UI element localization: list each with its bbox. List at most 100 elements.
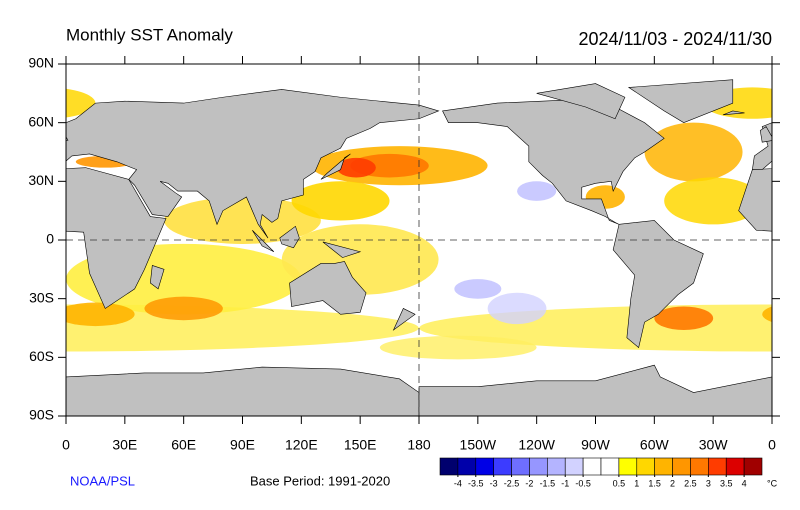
colorbar-swatch [564, 457, 584, 476]
landmass [627, 79, 734, 124]
landmass [279, 225, 300, 249]
x-tick-label: 0 [768, 437, 776, 453]
landmass [392, 308, 416, 331]
base-period: Base Period: 1991-2020 [250, 473, 390, 488]
anomaly-patch [664, 177, 763, 225]
colorbar-swatch [582, 457, 602, 476]
landmass [66, 89, 440, 239]
colorbar-swatch [547, 457, 566, 476]
landmass [442, 98, 665, 225]
anomaly-patch [772, 244, 800, 315]
colorbar-unit: °C [767, 478, 778, 488]
colorbar-label: -3.5 [468, 478, 484, 488]
colorbar-swatch [439, 457, 459, 476]
x-tick-label: 180 [407, 437, 431, 453]
anomaly-patch [0, 306, 7, 330]
colorbar-label: -1.5 [540, 478, 556, 488]
colorbar-swatch [493, 457, 512, 476]
y-tick-label: 90S [29, 407, 54, 423]
anomaly-patch [66, 302, 135, 327]
x-tick-label: 30W [699, 437, 729, 453]
colorbar-swatch [457, 457, 477, 476]
colorbar-label: -0.5 [575, 478, 591, 488]
colorbar-label: 1.5 [648, 478, 661, 488]
anomaly-patch [336, 157, 376, 178]
landmass [612, 220, 704, 349]
colorbar-swatch [636, 457, 655, 476]
anomaly-patch [644, 122, 743, 182]
anomaly-patch [291, 181, 390, 221]
y-tick-label: 90N [28, 55, 54, 71]
anomaly-patch [144, 296, 223, 321]
plot-frame [65, 63, 773, 417]
landmass [0, 80, 27, 123]
landmass [738, 168, 772, 232]
anomaly-patch [782, 156, 800, 168]
colorbar-label: -2 [525, 478, 533, 488]
anomaly-patch [762, 306, 772, 323]
anomaly-field [0, 87, 800, 360]
x-tick-label: 90W [581, 437, 611, 453]
colorbar-label: -1 [561, 478, 569, 488]
landmass [418, 364, 772, 416]
y-tick-label: 30S [29, 289, 54, 305]
landmass [66, 366, 420, 416]
landmass [289, 261, 367, 315]
x-tick-label: 120W [518, 437, 555, 453]
y-tick-label: 60S [29, 348, 54, 364]
anomaly-patch [517, 181, 557, 201]
colorbar: -4 -3.5 -3 -2.5 -2 -1.5 -1 -0.5 0.5 1 1.5 2 2.5 3 3.5 4… [439, 457, 778, 488]
colorbar-label: 4 [742, 478, 747, 488]
x-tick-label: 60W [640, 437, 670, 453]
colorbar-label: 3 [706, 478, 711, 488]
anomaly-patch [379, 335, 537, 360]
colorbar-swatch [672, 457, 691, 476]
colorbar-label: -2.5 [504, 478, 520, 488]
y-tick-label: 30N [28, 172, 54, 188]
colorbar-label: -4 [454, 478, 462, 488]
colorbar-label: 1 [634, 478, 639, 488]
anomaly-patch [66, 304, 419, 352]
land [0, 79, 772, 416]
x-tick-label: 0 [62, 437, 70, 453]
x-tick-label: 60E [171, 437, 196, 453]
colorbar-label: 2.5 [684, 478, 697, 488]
y-tick-label: 0 [46, 231, 54, 247]
colorbar-swatch [690, 457, 709, 476]
colorbar-swatch [475, 457, 494, 476]
colorbar-swatch [600, 457, 620, 476]
x-tick-label: 120E [285, 437, 318, 453]
x-tick-label: 30E [112, 437, 137, 453]
landmass [150, 265, 165, 290]
colorbar-swatch [529, 457, 548, 476]
colorbar-swatch [654, 457, 673, 476]
axes: 0 30E 60E 90E 120E 150E 180 150W 120W 90W 60W 30W 09… [28, 55, 780, 453]
landmass [722, 110, 745, 116]
y-tick-label: 60N [28, 113, 54, 129]
landmass [322, 241, 362, 258]
colorbar-label: -3 [490, 478, 498, 488]
colorbar-swatch [618, 457, 638, 476]
landmass [252, 230, 275, 253]
anomaly-patch [654, 306, 714, 330]
anomaly-patch [454, 279, 502, 299]
landmass [66, 167, 167, 309]
map-title: Monthly SST Anomaly [66, 25, 233, 44]
source-label: NOAA/PSL [70, 473, 135, 488]
colorbar-swatch [511, 457, 530, 476]
colorbar-label: 0.5 [613, 478, 626, 488]
anomaly-patch [487, 292, 547, 325]
landmass [320, 153, 351, 180]
x-tick-label: 150W [460, 437, 497, 453]
colorbar-label: 3.5 [720, 478, 733, 488]
colorbar-swatch [708, 457, 727, 476]
x-tick-label: 90E [230, 437, 255, 453]
colorbar-label: 2 [670, 478, 675, 488]
landmass [536, 83, 626, 120]
x-tick-label: 150E [344, 437, 377, 453]
date-range: 2024/11/03 - 2024/11/30 [579, 29, 773, 49]
colorbar-swatch [743, 457, 763, 476]
colorbar-swatch [725, 457, 745, 476]
anomaly-patch [164, 196, 321, 244]
